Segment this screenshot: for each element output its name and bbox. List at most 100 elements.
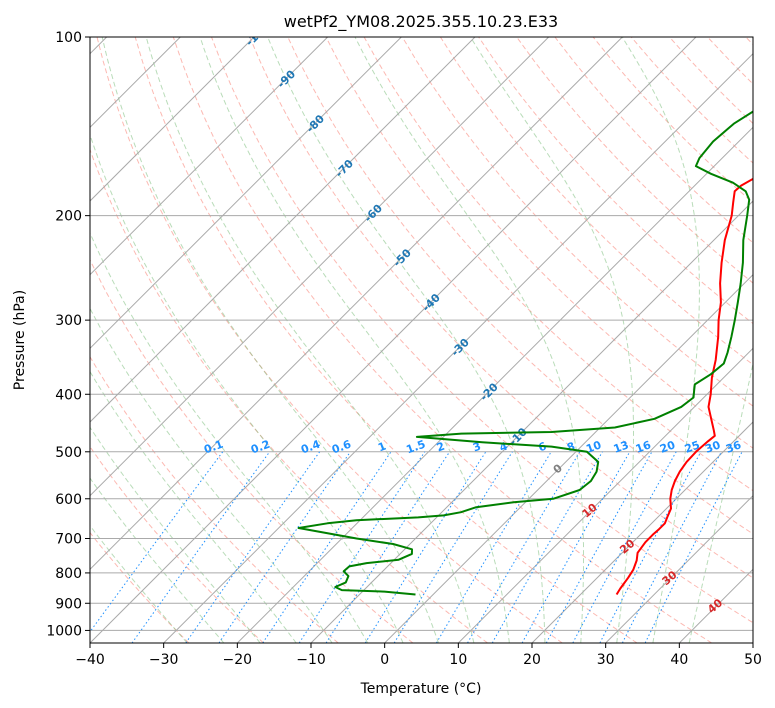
mixing-ratio-label: 10 [584,438,603,456]
dry-adiabat-line [669,37,753,125]
x-tick-label: −30 [149,652,179,668]
mixing-ratio-label: 0.1 [202,438,225,457]
dry-adiabat-label: 40 [705,596,725,616]
x-tick-label: 40 [670,652,688,668]
dry-adiabat-line [592,37,753,204]
x-tick-label: 30 [597,652,615,668]
mixing-ratio-label: 36 [724,438,743,456]
isotherm-label: -80 [304,112,327,135]
moist-adiabat-line [267,37,546,643]
mixing-ratio-label: 25 [683,438,702,455]
mixing-ratio-line [521,451,631,643]
isotherm-label: -30 [449,336,472,359]
y-tick-label: 800 [55,566,82,582]
y-axis-label: Pressure (hPa) [12,290,28,390]
mixing-ratio-label: 1 [376,440,388,455]
dry-adiabat-line [134,37,638,643]
profiles [297,110,753,596]
dry-adiabat-line [554,37,753,244]
moist-adiabat-line [101,37,439,643]
y-tick-label: 1000 [46,623,82,639]
isotherm-line [384,273,753,643]
mixing-ratio-line [599,451,702,643]
x-tick-label: −40 [75,652,105,668]
dry-adiabat-label: 10 [580,501,600,521]
mixing-ratio-line [644,451,743,643]
y-tick-label: 300 [55,313,82,329]
isotherm-line [90,37,402,350]
dry-adiabat-line [363,37,753,449]
mixing-ratio-label: 0.2 [249,438,272,457]
moist-adiabat-line [470,37,634,643]
y-tick-label: 600 [55,492,82,508]
x-tick-label: 20 [523,652,541,668]
mixing-ratio-line [364,451,487,643]
isotherm-line [90,37,697,643]
x-axis: −40 −30 −20 −10 0 10 20 30 40 50 [75,643,762,668]
moist-adiabat-line [621,37,700,643]
isotherm-line [90,37,329,276]
mixing-ratio-label: 30 [703,438,722,456]
y-tick-label: 400 [55,387,82,403]
dry-adiabat-line [90,355,339,643]
dry-adiabat-line [172,37,712,643]
mixing-ratio-label: 13 [612,438,631,455]
dry-adiabat-line [439,37,753,366]
dry-adiabat-line [90,445,264,643]
isotherm-label: -100 [243,20,272,49]
moist-adiabat-line [688,361,753,643]
dry-adiabat-line [90,258,414,643]
moist-adiabat-line [90,524,188,643]
y-axis: 100 200 300 400 500 600 700 800 900 1000 [46,30,90,639]
mixing-ratio-line [621,451,722,643]
isotherm-line [90,37,255,202]
isotherm-line [531,421,753,643]
mixing-ratio-line [545,451,653,643]
temperature-profile-line [615,177,753,596]
mixing-ratio-label: 20 [658,438,677,456]
isotherm-line [90,37,476,423]
isotherm-label: -50 [391,246,414,269]
isotherm-line [90,37,550,497]
chart-title: wetPf2_YM08.2025.355.10.23.E33 [284,12,558,32]
isotherm-line [310,200,753,643]
isotherm-line [678,568,753,643]
x-tick-label: 10 [449,652,467,668]
moist-adiabat-line [90,426,261,643]
moist-adiabat-line [145,37,475,643]
moist-adiabat-line [199,37,510,643]
mixing-ratio-line [298,451,426,643]
dry-adiabat-line [745,37,753,46]
mixing-ratio-line [90,451,224,633]
mixing-ratio-label: 8 [565,440,577,455]
isotherm-line [236,126,753,643]
mixing-ratio-line [435,451,552,643]
background-lines [90,37,753,643]
dry-adiabat-line [211,37,753,624]
mixing-ratio-line [131,451,271,643]
x-tick-label: 50 [744,652,762,668]
mixing-ratio-label: 0.4 [299,438,322,457]
dry-adiabat-line [96,37,563,643]
y-tick-label: 900 [55,596,82,612]
mixing-ratio-line [185,451,321,643]
mixing-ratio-label: 2 [435,440,447,455]
y-tick-label: 500 [55,445,82,461]
mixing-ratio-label: 16 [634,438,653,456]
isotherm-line [605,494,753,643]
isotherm-line [90,37,623,571]
y-tick-label: 700 [55,532,82,548]
mixing-ratio-line [572,451,677,643]
dry-adiabat-label: 30 [660,568,680,588]
dry-adiabat-line [90,531,190,643]
dry-adiabat-line [249,37,753,579]
x-tick-label: 0 [380,652,389,668]
isotherm-line [457,347,753,643]
mixing-ratio-line [262,451,392,643]
mixing-ratio-label: 1.5 [404,438,427,457]
mixing-ratio-line [218,451,351,643]
dry-adiabat-line [516,37,753,284]
x-tick-label: −20 [223,652,253,668]
plot-frame [89,36,754,644]
